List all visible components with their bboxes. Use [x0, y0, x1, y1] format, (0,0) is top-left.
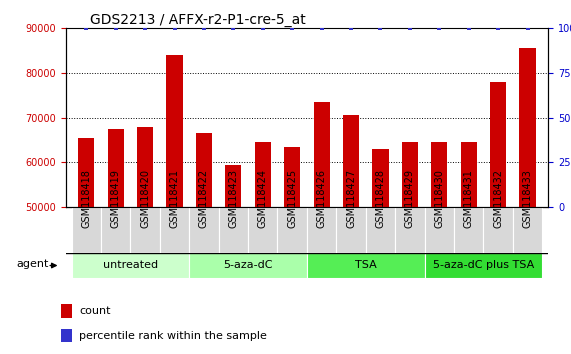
Bar [431, 142, 448, 354]
FancyBboxPatch shape [189, 253, 307, 278]
Text: GSM118422: GSM118422 [199, 169, 209, 228]
Text: untreated: untreated [103, 261, 158, 270]
Text: TSA: TSA [355, 261, 377, 270]
Point [229, 25, 238, 31]
Text: GSM118425: GSM118425 [287, 169, 297, 228]
Bar [61, 329, 73, 342]
Point [111, 25, 120, 31]
Bar [461, 142, 477, 354]
FancyBboxPatch shape [425, 253, 542, 278]
FancyBboxPatch shape [425, 207, 454, 253]
Text: GSM118423: GSM118423 [228, 169, 238, 228]
Bar [313, 102, 329, 354]
Bar [343, 115, 359, 354]
FancyBboxPatch shape [484, 207, 513, 253]
Bar [226, 165, 242, 354]
FancyBboxPatch shape [307, 207, 336, 253]
FancyBboxPatch shape [366, 207, 395, 253]
FancyBboxPatch shape [395, 207, 425, 253]
Bar [520, 48, 536, 354]
Text: GSM118431: GSM118431 [464, 169, 474, 228]
Point [199, 25, 208, 31]
FancyBboxPatch shape [189, 207, 219, 253]
Text: 5-aza-dC plus TSA: 5-aza-dC plus TSA [433, 261, 534, 270]
FancyBboxPatch shape [219, 207, 248, 253]
Bar [166, 55, 183, 354]
Bar [78, 138, 94, 354]
Text: GDS2213 / AFFX-r2-P1-cre-5_at: GDS2213 / AFFX-r2-P1-cre-5_at [90, 13, 305, 27]
Text: count: count [79, 306, 111, 316]
Bar [196, 133, 212, 354]
FancyBboxPatch shape [248, 207, 278, 253]
FancyBboxPatch shape [513, 207, 542, 253]
Text: GSM118420: GSM118420 [140, 169, 150, 228]
Bar [490, 82, 506, 354]
Point [464, 25, 473, 31]
Text: GSM118432: GSM118432 [493, 169, 503, 228]
Bar [372, 149, 388, 354]
Point [288, 25, 297, 31]
Text: percentile rank within the sample: percentile rank within the sample [79, 331, 267, 341]
Text: 5-aza-dC: 5-aza-dC [223, 261, 273, 270]
FancyBboxPatch shape [160, 207, 189, 253]
Bar [61, 304, 73, 318]
FancyBboxPatch shape [454, 207, 484, 253]
FancyBboxPatch shape [130, 207, 160, 253]
Point [82, 25, 91, 31]
Point [523, 25, 532, 31]
FancyBboxPatch shape [307, 253, 425, 278]
Point [170, 25, 179, 31]
FancyBboxPatch shape [101, 207, 130, 253]
Bar [107, 129, 124, 354]
Bar [137, 127, 153, 354]
Point [347, 25, 356, 31]
Bar [402, 142, 418, 354]
Bar [284, 147, 300, 354]
Text: GSM118418: GSM118418 [81, 169, 91, 228]
Text: GSM118430: GSM118430 [435, 169, 444, 228]
Point [317, 25, 326, 31]
Text: agent: agent [17, 259, 49, 269]
Point [493, 25, 502, 31]
Text: GSM118429: GSM118429 [405, 169, 415, 228]
Text: GSM118433: GSM118433 [522, 169, 533, 228]
Text: GSM118428: GSM118428 [376, 169, 385, 228]
Point [258, 25, 267, 31]
Text: GSM118424: GSM118424 [258, 169, 268, 228]
Text: GSM118426: GSM118426 [317, 169, 327, 228]
FancyBboxPatch shape [336, 207, 366, 253]
Bar [255, 142, 271, 354]
FancyBboxPatch shape [278, 207, 307, 253]
Point [376, 25, 385, 31]
Point [140, 25, 150, 31]
Text: GSM118427: GSM118427 [346, 169, 356, 228]
FancyBboxPatch shape [71, 207, 101, 253]
Text: GSM118421: GSM118421 [170, 169, 179, 228]
Text: GSM118419: GSM118419 [111, 169, 120, 228]
Point [405, 25, 415, 31]
Point [435, 25, 444, 31]
FancyBboxPatch shape [71, 253, 189, 278]
